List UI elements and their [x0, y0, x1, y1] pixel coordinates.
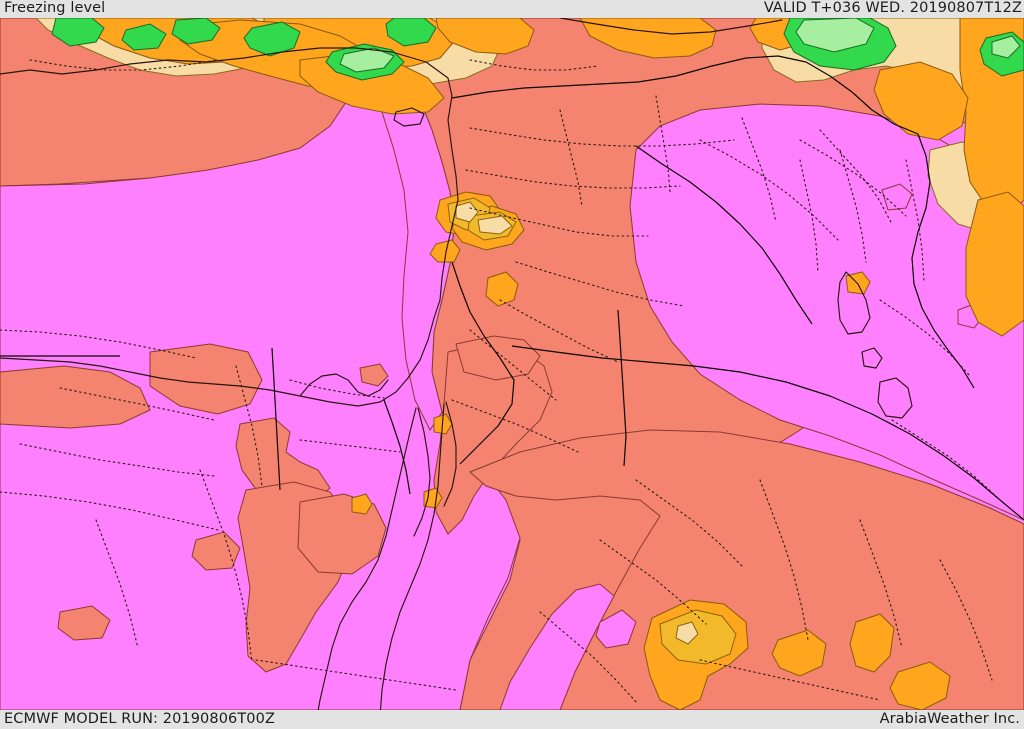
province-syria-b: [465, 169, 681, 189]
cream-core-lebanon: [455, 201, 479, 223]
province-egypt-v2: [199, 469, 253, 663]
orange-region-iran-se: [965, 191, 1024, 337]
band-magenta-south-overlays: [499, 583, 637, 711]
orange-region-caucasus-s: [873, 61, 969, 141]
orange-region-galilee: [429, 239, 461, 263]
salmon-island-small-b: [191, 531, 241, 571]
coastline-group: [0, 17, 913, 723]
magenta-region-levant-coast: [365, 29, 455, 431]
province-egypt-h3: [255, 659, 457, 691]
cream-core-antilebanon: [477, 215, 513, 235]
salmon-island-cyrenaica: [149, 343, 263, 415]
page-title: Freezing level: [4, 0, 106, 16]
gold-core-asir: [659, 609, 737, 665]
salmon-island-small-c: [57, 605, 111, 641]
country-border-group: [0, 55, 1024, 521]
cream-core-asir: [675, 621, 699, 645]
province-iraq-b: [741, 117, 777, 223]
border-jordan-saudi: [511, 345, 1024, 521]
province-syria-c: [469, 207, 649, 237]
orange-region-jordan-hl: [485, 271, 519, 307]
border-jordan-israel: [451, 261, 515, 465]
province-egypt-h: [289, 379, 385, 399]
province-iraq-c: [799, 139, 907, 217]
magenta-blob-turkey-a: [881, 183, 913, 211]
coastline-blacksea: [559, 17, 783, 35]
green-region-taurus-f: [51, 17, 105, 47]
province-jordan-b: [499, 299, 619, 363]
province-syria-a: [469, 127, 735, 147]
province-libya-b: [59, 387, 215, 421]
model-run-label: ECMWF MODEL RUN: 20190806T00Z: [4, 711, 275, 727]
province-libya-c: [19, 443, 215, 477]
province-turkey-c: [799, 159, 819, 273]
border-syria-iraq: [635, 145, 813, 325]
province-saudi-d: [759, 479, 809, 641]
orange-region-arabia-b: [849, 613, 895, 673]
province-turkey-b: [819, 129, 893, 225]
province-egypt-h2: [299, 439, 401, 453]
province-jordan-a: [515, 261, 685, 307]
coastline-qatar: [877, 377, 913, 419]
coastline-med-north: [0, 47, 459, 301]
border-turkey-south: [451, 55, 919, 135]
header-bar: Freezing level VALID T+036 WED. 20190807…: [0, 0, 1024, 18]
orange-region-anatolia-e: [435, 17, 535, 55]
lightgreen-core-elburz: [991, 35, 1021, 59]
coastline-gulf-island: [861, 347, 883, 369]
footer-bar: ECMWF MODEL RUN: 20190806T00Z ArabiaWeat…: [0, 710, 1024, 729]
border-iraq-iran: [911, 133, 975, 389]
province-syria-v2: [655, 95, 671, 193]
province-saudi-f: [699, 659, 881, 701]
orange-region-sinai-peak: [351, 493, 373, 515]
province-iraq-a: [699, 139, 839, 241]
border-libya-egypt-v: [271, 347, 281, 491]
band-orange-group: [79, 17, 1024, 711]
province-turkey-d: [469, 59, 599, 71]
coastline-redsea-east: [379, 403, 445, 717]
valid-time-label: VALID T+036 WED. 20190807T12Z: [763, 0, 1022, 16]
coastline-nile-delta: [299, 373, 389, 397]
salmon-island-small-a: [359, 363, 389, 387]
magenta-blob-south-a: [595, 609, 637, 649]
salmon-island-westdesert: [235, 417, 331, 503]
province-libya-a: [0, 329, 197, 359]
coastline-redsea-west: [315, 407, 417, 723]
province-saudi-g: [939, 559, 993, 681]
orange-region-arabia-c: [889, 661, 951, 711]
magenta-lobe-redsea-south: [499, 583, 615, 711]
lightgreen-core-caucasus: [795, 17, 875, 53]
band-salmon-islands: [0, 335, 553, 673]
province-libya-d: [0, 491, 219, 531]
coastline-gulf-suez: [413, 407, 431, 537]
province-turkey-a: [29, 59, 219, 71]
salmon-island-libya-coast: [0, 365, 151, 429]
coastline-egypt-north: [0, 299, 441, 407]
border-iraq-saudi-v: [617, 309, 627, 467]
province-egypt-v3: [235, 365, 263, 487]
green-region-taurus-d: [121, 23, 167, 51]
province-iraq-g: [891, 419, 999, 499]
province-border-group: [0, 59, 999, 705]
lightgreen-core-taurus: [339, 47, 395, 73]
province-syria-v: [559, 109, 583, 207]
coastline-persian-gulf: [837, 271, 871, 335]
province-iraq-e: [905, 159, 925, 281]
green-region-taurus-c: [171, 17, 221, 45]
coastline-gulf-aqaba: [443, 401, 457, 507]
attribution-label: ArabiaWeather Inc.: [879, 711, 1020, 727]
province-iraq-d: [839, 149, 867, 263]
orange-region-arabia-a: [771, 629, 827, 677]
province-jordan-c: [469, 329, 557, 401]
coastline-cyprus: [393, 107, 425, 127]
band-magenta-overlays: [0, 17, 1024, 711]
green-region-taurus-e: [385, 17, 437, 47]
orange-region-anatolia-ne: [579, 17, 717, 59]
band-lightgreen-group: [339, 17, 1021, 73]
border-egypt-israel: [383, 399, 411, 495]
